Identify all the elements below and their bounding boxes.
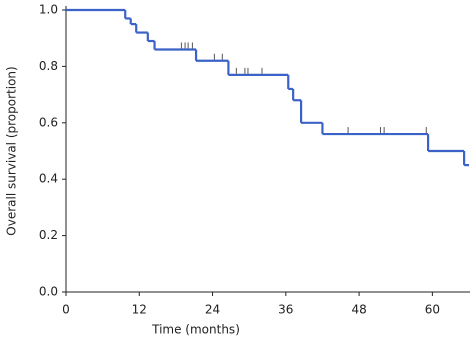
x-tick-label: 36: [278, 303, 293, 317]
x-tick-label: 48: [351, 303, 366, 317]
x-tick-label: 0: [62, 303, 70, 317]
y-tick-label: 1.0: [39, 3, 58, 17]
y-tick-label: 0.0: [39, 285, 58, 299]
x-tick-label: 12: [132, 303, 147, 317]
x-tick-label: 60: [425, 303, 440, 317]
y-tick-label: 0.8: [39, 59, 58, 73]
x-axis-label: Time (months): [151, 323, 240, 337]
y-tick-label: 0.4: [39, 172, 58, 186]
x-tick-label: 24: [205, 303, 220, 317]
y-axis-label: Overall survival (proportion): [5, 66, 19, 235]
y-tick-label: 0.2: [39, 228, 58, 242]
y-tick-label: 0.6: [39, 115, 58, 129]
